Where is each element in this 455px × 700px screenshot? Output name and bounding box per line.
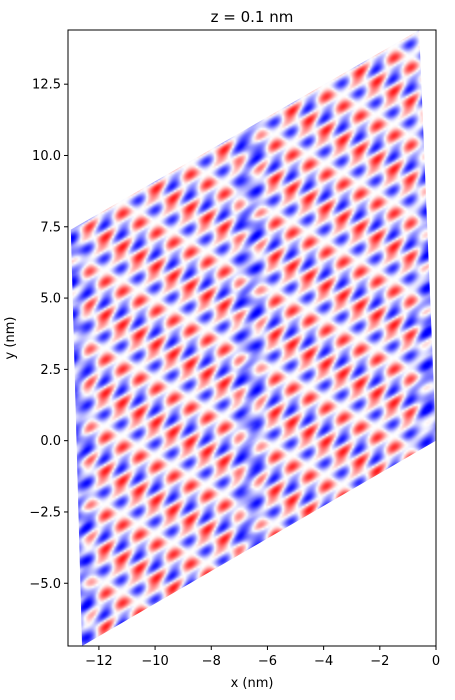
- x-axis-label: x (nm): [231, 676, 274, 691]
- y-tick-label: 0.0: [40, 434, 61, 449]
- x-tick-label: −6: [258, 654, 277, 669]
- y-tick-label: 12.5: [32, 78, 61, 93]
- x-tick-label: −12: [85, 654, 112, 669]
- x-tick-label: −8: [202, 654, 221, 669]
- x-tick-label: −10: [141, 654, 168, 669]
- y-tick-label: 10.0: [32, 149, 61, 164]
- x-axis: −12 −10 −8 −6 −4 −2 0: [85, 646, 440, 669]
- y-tick-label: −5.0: [29, 577, 61, 592]
- chart-title: z = 0.1 nm: [211, 8, 294, 26]
- x-tick-label: 0: [432, 654, 440, 669]
- plot-frame: [67, 29, 437, 647]
- heatmap-image: [70, 30, 436, 646]
- heatmap-region: [70, 30, 436, 646]
- plot-area: [70, 30, 436, 646]
- y-axis: −5.0 −2.5 0.0 2.5 5.0 7.5 10.0 12.5: [29, 78, 68, 592]
- y-tick-label: 2.5: [40, 363, 61, 378]
- x-tick-label: −4: [314, 654, 333, 669]
- y-tick-label: 5.0: [40, 292, 61, 307]
- x-tick-label: −2: [370, 654, 389, 669]
- y-axis-label: y (nm): [3, 317, 18, 360]
- y-tick-label: 7.5: [40, 220, 61, 235]
- y-tick-label: −2.5: [29, 505, 61, 520]
